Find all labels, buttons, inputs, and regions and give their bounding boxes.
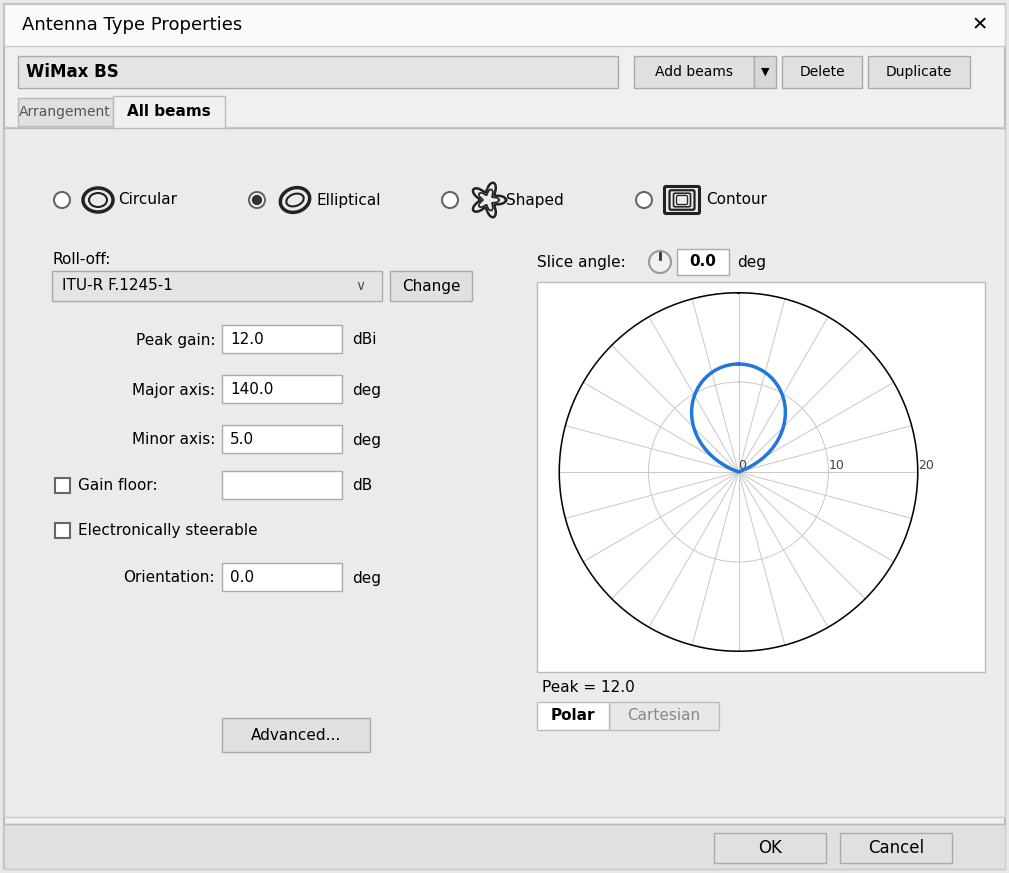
Bar (537, 282, 985, 672)
Circle shape (636, 192, 652, 208)
Bar (754, 56, 776, 88)
Text: Elliptical: Elliptical (316, 193, 380, 208)
Text: Delete: Delete (799, 65, 845, 79)
Bar (782, 56, 862, 88)
Text: dB: dB (352, 478, 372, 493)
Text: WiMax BS: WiMax BS (26, 63, 119, 81)
Bar (55, 478, 70, 493)
Bar (222, 325, 342, 353)
Bar (18, 56, 618, 88)
Text: ∨: ∨ (355, 279, 365, 293)
Circle shape (249, 192, 265, 208)
Bar (609, 702, 719, 730)
Text: 0.0: 0.0 (230, 570, 254, 586)
Bar (840, 833, 952, 863)
Text: Major axis:: Major axis: (132, 382, 215, 397)
Bar (677, 249, 728, 275)
Text: Roll-off:: Roll-off: (52, 252, 110, 267)
Text: deg: deg (737, 255, 766, 270)
Text: deg: deg (352, 382, 381, 397)
Text: ✕: ✕ (972, 16, 988, 35)
Text: 140.0: 140.0 (230, 382, 273, 397)
Circle shape (54, 192, 70, 208)
Bar (113, 96, 225, 128)
Bar (52, 271, 382, 301)
Text: deg: deg (352, 432, 381, 448)
Text: Peak = 12.0: Peak = 12.0 (542, 680, 635, 696)
Bar (222, 718, 370, 752)
Bar (4, 4, 1005, 46)
Text: Duplicate: Duplicate (886, 65, 952, 79)
Bar (868, 56, 970, 88)
Text: Electronically steerable: Electronically steerable (78, 524, 257, 539)
Text: 5.0: 5.0 (230, 432, 254, 448)
Bar (390, 271, 472, 301)
Bar (222, 471, 342, 499)
Bar (55, 523, 70, 538)
Bar (4, 824, 1005, 869)
Text: 12.0: 12.0 (230, 333, 263, 347)
Text: Gain floor:: Gain floor: (78, 478, 157, 493)
Text: Contour: Contour (706, 193, 767, 208)
Text: Arrangement: Arrangement (19, 105, 111, 119)
Bar (222, 425, 342, 453)
Text: dBi: dBi (352, 333, 376, 347)
Bar (537, 702, 609, 730)
Text: ITU-R F.1245-1: ITU-R F.1245-1 (62, 278, 173, 293)
Text: Slice angle:: Slice angle: (537, 255, 626, 270)
Text: ▼: ▼ (761, 67, 769, 77)
Text: Polar: Polar (551, 709, 595, 724)
Text: deg: deg (352, 570, 381, 586)
Bar (714, 833, 826, 863)
Circle shape (442, 192, 458, 208)
Text: All beams: All beams (127, 105, 211, 120)
Text: Antenna Type Properties: Antenna Type Properties (22, 16, 242, 34)
Text: Minor axis:: Minor axis: (131, 432, 215, 448)
Bar (634, 56, 754, 88)
Text: Peak gain:: Peak gain: (135, 333, 215, 347)
Bar (222, 375, 342, 403)
Circle shape (649, 251, 671, 273)
Text: Shaped: Shaped (506, 193, 564, 208)
Text: Orientation:: Orientation: (123, 570, 215, 586)
Bar (18, 98, 113, 126)
Text: Cartesian: Cartesian (628, 709, 700, 724)
Bar (222, 563, 342, 591)
Text: Advanced...: Advanced... (251, 727, 341, 743)
Text: Cancel: Cancel (868, 839, 924, 857)
Text: OK: OK (758, 839, 782, 857)
Text: Circular: Circular (118, 193, 177, 208)
Text: 0.0: 0.0 (689, 255, 716, 270)
Text: Change: Change (402, 278, 460, 293)
Bar (4, 127, 1005, 817)
Circle shape (252, 196, 261, 204)
Text: Add beams: Add beams (655, 65, 733, 79)
